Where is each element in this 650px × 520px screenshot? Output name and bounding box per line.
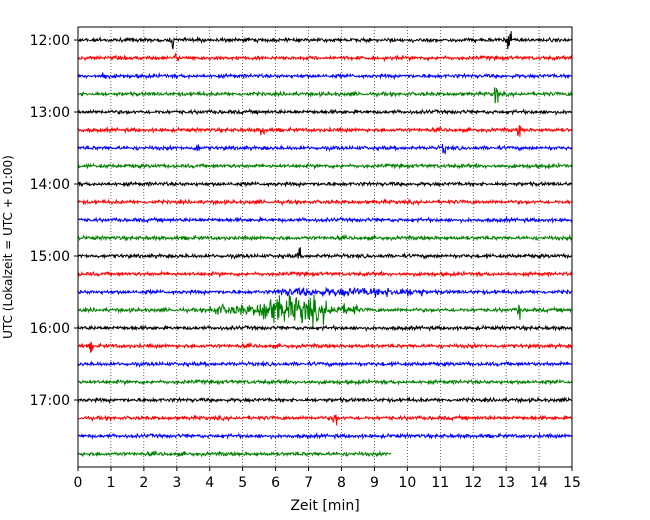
trace-line <box>77 52 573 63</box>
trace-line <box>77 71 573 81</box>
x-tick-label: 6 <box>271 475 280 491</box>
trace-line <box>77 143 573 156</box>
trace-line <box>77 87 573 104</box>
x-tick-label: 14 <box>530 475 548 491</box>
y-tick-label: 12:00 <box>30 33 70 49</box>
trace-line <box>78 180 573 189</box>
x-tick-label: 13 <box>497 475 515 491</box>
x-tick-label: 4 <box>205 475 214 491</box>
seismogram-traces <box>77 31 573 458</box>
x-tick-label: 3 <box>172 475 181 491</box>
trace-line <box>77 161 573 171</box>
trace-line <box>77 359 573 368</box>
x-tick-label: 12 <box>464 475 482 491</box>
trace-line <box>77 215 573 225</box>
y-tick-label: 14:00 <box>30 177 70 193</box>
trace-line <box>77 431 573 441</box>
x-axis-label: Zeit [min] <box>290 498 359 514</box>
y-tick-label: 15:00 <box>30 249 70 265</box>
trace-line <box>77 198 573 206</box>
trace-line <box>77 449 392 458</box>
y-tick-label: 16:00 <box>30 321 70 337</box>
trace-line <box>77 414 573 426</box>
trace-line <box>77 294 573 328</box>
x-tick-label: 10 <box>398 475 416 491</box>
x-tick-label: 9 <box>370 475 379 491</box>
trace-line <box>77 233 573 242</box>
trace-line <box>77 324 573 333</box>
x-tick-label: 11 <box>431 475 449 491</box>
x-tick-label: 7 <box>304 475 313 491</box>
trace-line <box>77 286 573 298</box>
trace-line <box>77 108 573 117</box>
x-tick-label: 2 <box>139 475 148 491</box>
x-tick-label: 0 <box>74 475 83 491</box>
x-tick-label: 5 <box>238 475 247 491</box>
y-tick-label: 13:00 <box>30 105 70 121</box>
trace-line <box>77 377 573 387</box>
trace-line <box>77 125 573 137</box>
y-axis-ticks: 12:00 13:00 14:00 15:00 16:00 17:00 <box>30 33 78 409</box>
x-tick-label: 15 <box>563 475 581 491</box>
y-tick-label: 17:00 <box>30 393 70 409</box>
trace-line <box>77 247 573 260</box>
x-tick-label: 8 <box>337 475 346 491</box>
x-tick-label: 1 <box>106 475 115 491</box>
y-axis-label: UTC (Lokalzeit = UTC + 01:00) <box>1 155 15 339</box>
trace-line <box>77 31 573 50</box>
trace-line <box>77 341 573 353</box>
plot-frame <box>77 26 573 468</box>
vertical-grid <box>110 27 540 467</box>
trace-line <box>77 269 573 279</box>
trace-line <box>77 396 573 405</box>
x-axis-ticks: 0 1 2 3 4 5 6 7 8 9 10 11 12 13 14 15 <box>74 467 581 491</box>
